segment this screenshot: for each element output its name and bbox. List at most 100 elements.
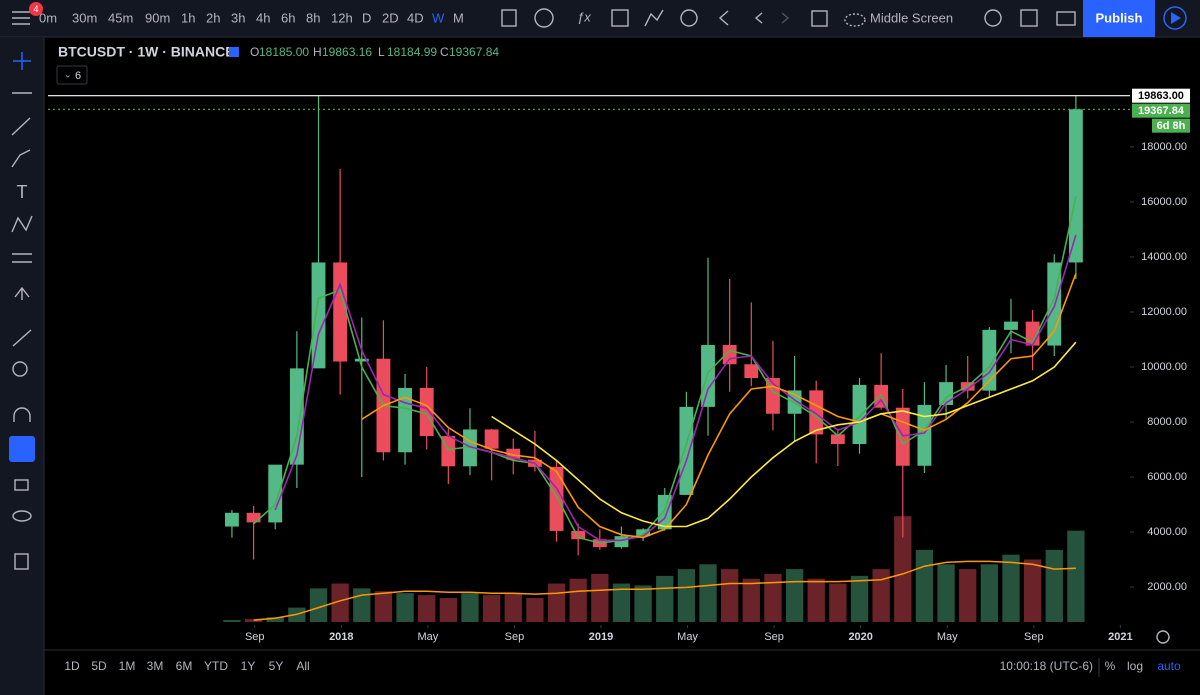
hide-tool[interactable] xyxy=(12,510,32,522)
snapshot-icon[interactable] xyxy=(1056,11,1076,26)
range-button[interactable]: YTD xyxy=(204,659,228,673)
layout-label[interactable]: Middle Screen xyxy=(870,10,953,25)
ohlc-label: O xyxy=(250,45,259,59)
log-toggle[interactable]: log xyxy=(1127,659,1143,673)
interval-button[interactable]: D xyxy=(362,10,371,25)
volume-bar xyxy=(482,595,501,622)
candle-body xyxy=(895,407,910,466)
y-tick-label: 2000.00 xyxy=(1147,581,1187,593)
candle-body xyxy=(289,368,304,465)
magnet-tool[interactable] xyxy=(13,407,31,422)
volume-bar xyxy=(244,619,263,622)
ohlc-value: 18184.99 xyxy=(387,45,437,59)
chart-style-icon[interactable] xyxy=(501,9,517,27)
compare-icon[interactable] xyxy=(534,8,554,28)
volume-bar xyxy=(937,564,955,622)
candle-body xyxy=(1004,321,1018,330)
volume-bar xyxy=(396,593,414,622)
interval-button[interactable]: 4D xyxy=(407,10,424,25)
candle-body xyxy=(636,529,651,537)
x-tick-label: 2019 xyxy=(589,631,613,643)
range-button[interactable]: All xyxy=(296,659,309,673)
range-button[interactable]: 1M xyxy=(119,659,136,673)
interval-button[interactable]: 6h xyxy=(281,10,295,25)
templates-icon[interactable] xyxy=(611,9,629,27)
drawing-tools: T xyxy=(9,52,35,570)
candle-body xyxy=(571,530,586,540)
settings-icon[interactable] xyxy=(984,9,1002,27)
fib-tool[interactable] xyxy=(11,117,31,136)
x-tick-label: 2018 xyxy=(329,631,353,643)
volume-bar xyxy=(1045,549,1063,622)
range-button[interactable]: 1Y xyxy=(241,659,256,673)
volume-bar xyxy=(309,588,328,622)
pattern-tool[interactable] xyxy=(11,215,33,233)
interval-button[interactable]: 90m xyxy=(145,10,170,25)
auto-toggle[interactable]: auto xyxy=(1157,659,1181,673)
trash-tool[interactable] xyxy=(14,553,29,570)
interval-button[interactable]: 2h xyxy=(206,10,220,25)
candle-body xyxy=(311,262,326,369)
indicators-icon[interactable]: ƒx xyxy=(577,9,591,24)
interval-button[interactable]: 30m xyxy=(72,10,97,25)
y-tick-label: 6000.00 xyxy=(1147,471,1187,483)
x-tick-label: Sep xyxy=(505,631,525,643)
countdown: 6d 8h xyxy=(1157,120,1186,132)
text-tool[interactable]: T xyxy=(17,182,28,202)
indicators-count: 6 xyxy=(75,70,81,82)
percent-toggle[interactable]: % xyxy=(1105,659,1116,673)
interval-button[interactable]: 12h xyxy=(331,10,353,25)
symbol-title: BTCUSDT · 1W · BINANCE xyxy=(58,44,235,60)
undo-icon[interactable] xyxy=(754,12,763,24)
range-button[interactable]: 5D xyxy=(91,659,107,673)
x-tick-label: Sep xyxy=(1024,631,1044,643)
volume-bar xyxy=(959,569,977,622)
brush-tool[interactable] xyxy=(11,149,31,168)
toggle-arrow: ⌄ xyxy=(64,69,72,79)
volume-bar xyxy=(1067,530,1085,622)
replay-icon[interactable] xyxy=(718,10,729,26)
lock-tool[interactable] xyxy=(14,479,29,491)
alert-icon[interactable] xyxy=(680,9,698,27)
candle-body xyxy=(614,536,629,548)
publish-label[interactable]: Publish xyxy=(1096,10,1143,25)
interval-button[interactable]: 45m xyxy=(108,10,133,25)
candle-body xyxy=(917,404,932,466)
interval-button[interactable]: 3h xyxy=(231,10,245,25)
stream-button[interactable] xyxy=(1163,6,1187,30)
fullscreen-icon[interactable] xyxy=(811,10,828,27)
range-button[interactable]: 1D xyxy=(64,659,80,673)
redo-icon[interactable] xyxy=(781,12,790,24)
interval-button[interactable]: 0m xyxy=(39,10,57,25)
range-button[interactable]: 3M xyxy=(147,659,164,673)
zoom-tool[interactable] xyxy=(12,361,28,377)
range-button[interactable]: 5Y xyxy=(269,659,284,673)
stay-drawing-tool[interactable] xyxy=(9,436,35,462)
y-tick-label: 12000.00 xyxy=(1141,306,1187,318)
interval-button[interactable]: 1h xyxy=(181,10,195,25)
interval-button[interactable]: M xyxy=(453,10,464,25)
icon-tool[interactable] xyxy=(14,286,30,298)
interval-button[interactable]: 4h xyxy=(256,10,270,25)
volume-bar xyxy=(439,597,457,622)
ruler-tool[interactable] xyxy=(12,329,32,347)
financials-icon[interactable] xyxy=(644,9,664,27)
full-icon[interactable] xyxy=(1020,9,1038,27)
interval-button[interactable]: 8h xyxy=(306,10,320,25)
volume-bar xyxy=(677,569,696,622)
y-tick-label: 8000.00 xyxy=(1147,416,1187,428)
volume-bar xyxy=(656,575,674,622)
candle-body xyxy=(333,262,348,362)
indicators-toggle[interactable] xyxy=(56,65,88,85)
range-button[interactable]: 6M xyxy=(176,659,193,673)
interval-button[interactable]: W xyxy=(432,10,445,25)
axis-settings[interactable] xyxy=(1156,630,1170,644)
publish-button[interactable] xyxy=(1083,0,1155,37)
candle-body xyxy=(939,382,953,405)
badge-count: 4 xyxy=(33,4,38,14)
layout-icon[interactable] xyxy=(844,13,866,27)
interval-button[interactable]: 2D xyxy=(382,10,399,25)
menu-button[interactable]: 4 xyxy=(12,2,43,25)
